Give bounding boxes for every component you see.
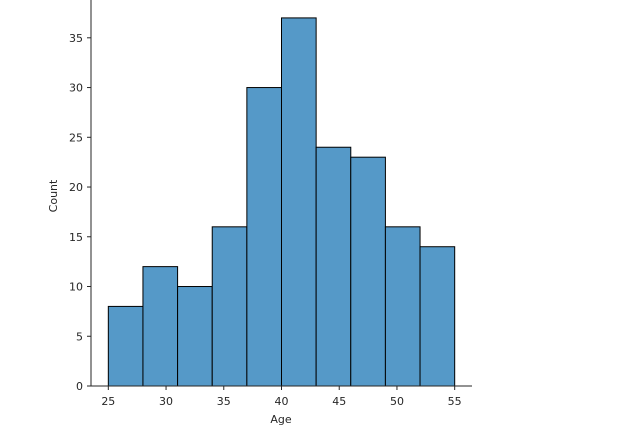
y-tick-label: 30 xyxy=(69,82,83,95)
histogram-bar xyxy=(211,226,248,387)
x-tick-label: 40 xyxy=(275,395,289,408)
y-tick-label: 0 xyxy=(76,380,83,393)
histogram-bar xyxy=(142,266,179,387)
histogram-bar xyxy=(350,156,386,387)
histogram-bar xyxy=(246,87,282,387)
y-tick-label: 25 xyxy=(69,131,83,144)
x-tick-label: 25 xyxy=(101,395,115,408)
x-tick-label: 50 xyxy=(390,395,404,408)
y-axis-label: Count xyxy=(47,179,60,212)
y-tick-label: 35 xyxy=(69,32,83,45)
y-tick-label: 10 xyxy=(69,281,83,294)
histogram-bar xyxy=(177,286,213,387)
histogram-bar xyxy=(419,246,456,387)
y-tick-label: 15 xyxy=(69,231,83,244)
y-ticks-group: 0 5 10 15 20 25 30 35 xyxy=(69,32,91,393)
histogram-bar xyxy=(107,305,144,387)
histogram-bar xyxy=(384,226,421,387)
y-tick-label: 5 xyxy=(76,330,83,343)
x-tick-label: 35 xyxy=(217,395,231,408)
x-axis-label: Age xyxy=(270,413,292,426)
x-tick-label: 30 xyxy=(159,395,173,408)
x-tick-label: 55 xyxy=(448,395,462,408)
bars-group xyxy=(107,17,456,387)
y-tick-label: 20 xyxy=(69,181,83,194)
x-ticks-group: 25 30 35 40 45 50 55 xyxy=(101,386,462,408)
x-tick-label: 45 xyxy=(332,395,346,408)
histogram-bar xyxy=(315,146,352,387)
histogram-bar xyxy=(281,17,317,387)
